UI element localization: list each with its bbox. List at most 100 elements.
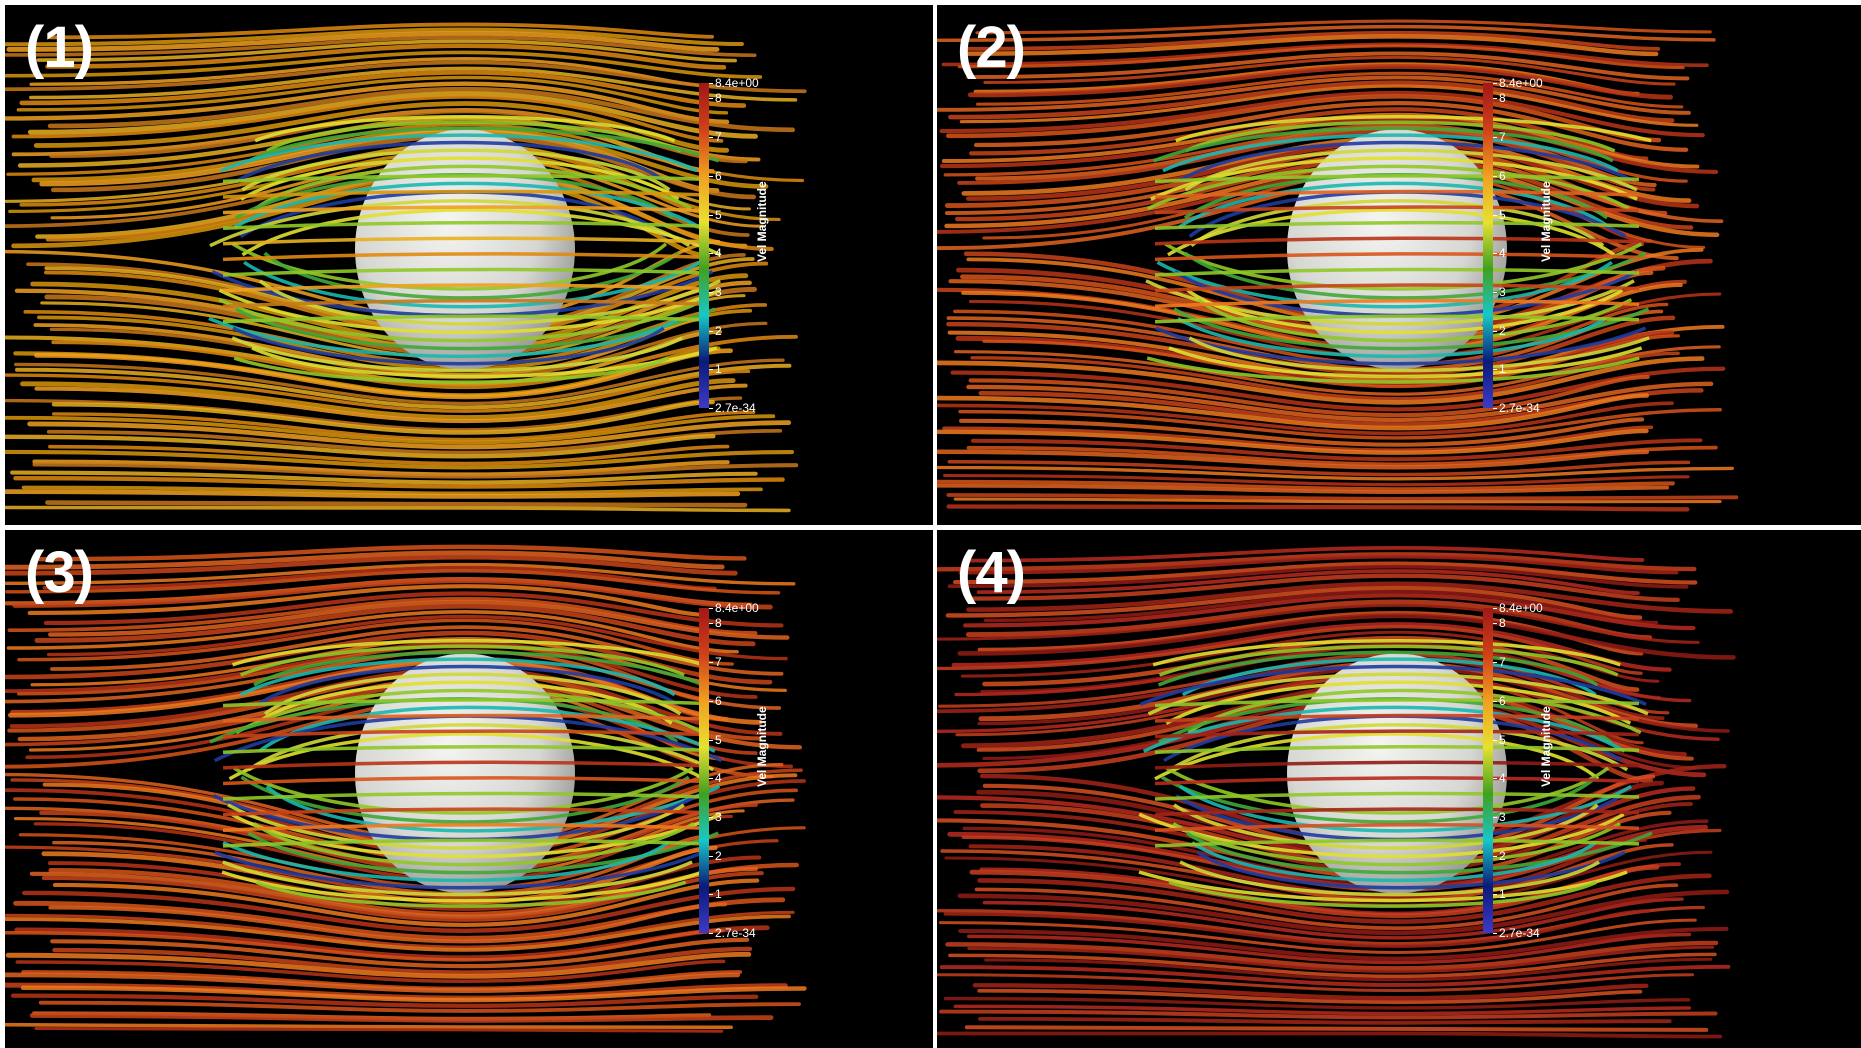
colorbar-tick-label: 8.4e+00 [715, 601, 759, 615]
colorbar-tick-label: 2 [715, 848, 722, 863]
streamline [937, 479, 1675, 492]
streamline [1154, 732, 1600, 781]
streamline [1154, 314, 1640, 324]
streamline [222, 314, 708, 324]
colorbar-tick-label: 3 [1499, 809, 1506, 824]
colorbar-tick-label: 2.7e-34 [1499, 401, 1540, 415]
panel-label: (2) [957, 15, 1026, 80]
streamline [964, 1025, 1709, 1032]
streamline [46, 428, 783, 455]
streamline [1147, 672, 1649, 716]
streamline [937, 75, 1691, 115]
streamline [20, 985, 807, 1003]
streamline [222, 822, 708, 833]
streamline [5, 60, 807, 94]
colorbar-tickmark [709, 778, 713, 780]
colorbar-tick-label: 6 [715, 168, 722, 183]
streamline [976, 569, 1640, 595]
streamline [22, 886, 796, 934]
colorbar-tick-label: 7 [1499, 655, 1506, 670]
streamline [5, 27, 744, 47]
streamline [46, 614, 788, 661]
streamline [937, 483, 1670, 495]
streamline [222, 744, 708, 755]
streamline [1154, 252, 1640, 262]
colorbar-tickmark [709, 608, 713, 609]
streamline [266, 120, 682, 153]
streamline [954, 345, 1721, 396]
colorbar-tickmark [1493, 408, 1497, 409]
streamline [34, 603, 756, 647]
streamline [984, 957, 1713, 982]
colorbar-tickmark [1493, 330, 1497, 332]
streamline [14, 358, 785, 406]
panel-label: (3) [25, 540, 94, 605]
streamline [977, 873, 1712, 924]
colorbar-tick-label: 6 [1499, 693, 1506, 708]
streamline [45, 43, 727, 70]
colorbar-tick-label: 8 [1499, 91, 1506, 106]
colorbar-tick-label: 5 [715, 732, 722, 747]
colorbar-tickmark [1493, 662, 1497, 664]
streamline [1154, 189, 1640, 199]
streamline [1154, 205, 1640, 215]
streamline [982, 635, 1640, 692]
streamline [235, 688, 704, 735]
colorbar-tick-label: 4 [715, 246, 722, 261]
streamline [1196, 850, 1626, 890]
streamline [48, 599, 790, 640]
streamline [265, 784, 721, 833]
streamline [1177, 317, 1607, 359]
colorbar-tick-label: 2 [1499, 848, 1506, 863]
colorbar-tick-label: 1 [1499, 362, 1506, 377]
streamline [214, 850, 705, 890]
colorbar-tickmark [709, 816, 713, 818]
panel-3: (3) 8.4e+00 8 7 6 5 4 3 2 1 2.7e-34 Vel Magnitude [5, 530, 933, 1048]
streamline [231, 639, 705, 667]
streamline [971, 438, 1703, 462]
colorbar-tick-label: 2.7e-34 [715, 926, 756, 940]
streamline [1156, 260, 1613, 309]
streamline [961, 34, 1659, 57]
colorbar-tickmark [709, 330, 713, 332]
streamline [1157, 650, 1599, 687]
streamline [946, 504, 1690, 512]
streamline [222, 729, 708, 739]
streamline [937, 973, 1695, 993]
streamline [243, 260, 702, 309]
streamline [43, 591, 784, 628]
streamline [1139, 664, 1647, 706]
colorbar-tick-label: 4 [1499, 246, 1506, 261]
streamline [1154, 744, 1640, 755]
streamline-render [937, 19, 1739, 512]
streamline [254, 115, 676, 143]
streamline [208, 316, 680, 358]
colorbar-tickmark [1493, 83, 1497, 84]
streamline [1152, 639, 1621, 667]
streamline [937, 465, 1734, 481]
streamline [1154, 838, 1640, 848]
colorbar-tickmark [1493, 291, 1497, 293]
streamline [48, 902, 728, 944]
streamline [948, 952, 1717, 979]
colorbar [699, 83, 709, 408]
streamline [15, 363, 792, 410]
streamline [1154, 807, 1640, 817]
colorbar-tickmark [1493, 894, 1497, 896]
colorbar-tickmark [1493, 623, 1497, 625]
streamline [943, 123, 1688, 183]
colorbar-tick-label: 2.7e-34 [1499, 926, 1540, 940]
streamline [1168, 880, 1598, 908]
streamline [222, 698, 708, 708]
streamline [5, 50, 763, 79]
panel-2: (2) 8.4e+00 8 7 6 5 4 3 2 1 2.7e-34 Vel Magnitude [937, 5, 1861, 525]
streamline [48, 444, 730, 466]
streamline [48, 22, 714, 40]
streamline [241, 208, 721, 257]
colorbar-tickmark [709, 739, 713, 741]
streamline [222, 174, 708, 184]
streamline [1153, 126, 1614, 163]
streamline [222, 860, 693, 897]
streamline [222, 189, 708, 199]
streamline [10, 470, 758, 485]
